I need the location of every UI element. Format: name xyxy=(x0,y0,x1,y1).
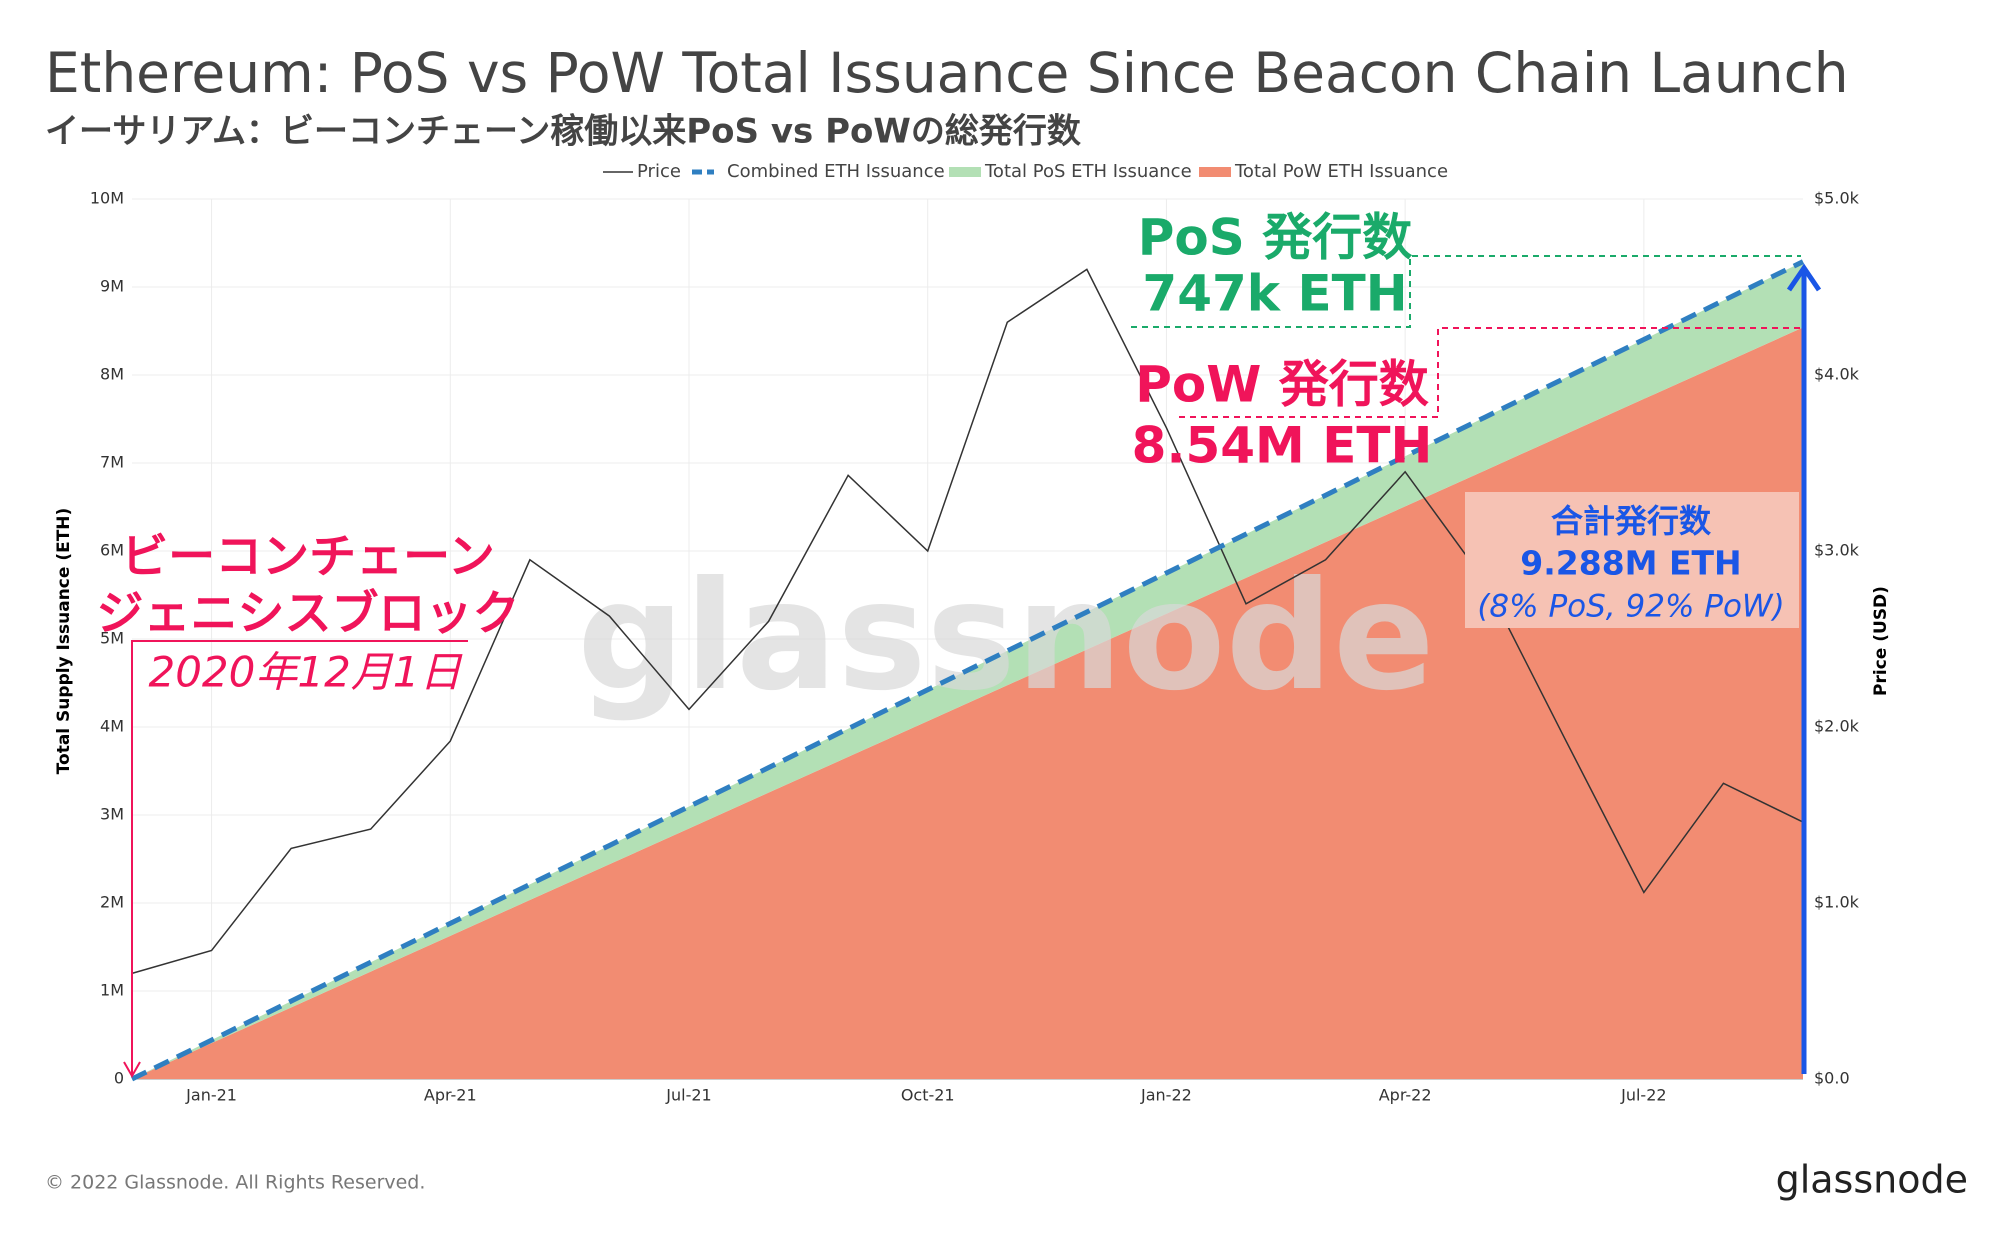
price-line xyxy=(131,268,1804,975)
pos-value: 747k ETH xyxy=(1142,265,1407,323)
x-tick-label: Jan-21 xyxy=(185,1086,237,1105)
y-tick-label: 5M xyxy=(100,629,124,648)
pow-area xyxy=(132,327,1803,1080)
y-tick-label: 8M xyxy=(100,365,124,384)
y2-tick-label: $1.0k xyxy=(1814,893,1860,912)
total-value: 9.288M ETH xyxy=(1520,544,1741,583)
legend-label: Total PoS ETH Issuance xyxy=(984,161,1192,182)
genesis-bracket xyxy=(131,640,468,1074)
y-tick-label: 10M xyxy=(90,189,124,208)
total-arrow-head xyxy=(1786,263,1822,292)
y-tick-label: 4M xyxy=(100,717,124,736)
x-tick-label: Apr-22 xyxy=(1379,1086,1432,1105)
x-tick-label: Jul-22 xyxy=(1620,1086,1666,1105)
x-tick-label: Oct-21 xyxy=(901,1086,955,1105)
watermark: glassnode xyxy=(577,550,1435,724)
genesis-line1: ビーコンチェーン xyxy=(121,530,495,585)
y2-tick-label: $4.0k xyxy=(1814,365,1860,384)
y-tick-label: 2M xyxy=(100,893,124,912)
y2-tick-label: $3.0k xyxy=(1814,541,1860,560)
y2-tick-label: $5.0k xyxy=(1814,189,1860,208)
legend-label: Price xyxy=(637,161,681,182)
pow-guide xyxy=(1179,327,1801,418)
pow-value: 8.54M ETH xyxy=(1132,417,1433,475)
total-box xyxy=(1465,492,1799,628)
footer: © 2022 Glassnode. All Rights Reserved. xyxy=(45,1172,425,1194)
logo: glassnode xyxy=(1776,1158,1968,1202)
x-tick-label: Apr-21 xyxy=(424,1086,477,1105)
genesis-date: 2020年12月1日 xyxy=(148,648,463,697)
pos-title: PoS 発行数 xyxy=(1138,209,1412,267)
total-split: (8% PoS, 92% PoW) xyxy=(1477,589,1784,625)
title: Ethereum: PoS vs PoW Total Issuance Sinc… xyxy=(45,41,1849,105)
x-tick-label: Jan-22 xyxy=(1140,1086,1192,1105)
combined-line xyxy=(130,259,1805,1082)
legend-label: Total PoW ETH Issuance xyxy=(1234,161,1448,182)
total-title: 合計発行数 xyxy=(1551,502,1712,540)
x-tick-label: Jul-21 xyxy=(665,1086,711,1105)
genesis-arrow-head xyxy=(123,1061,141,1079)
y2-axis-title: Price (USD) xyxy=(1871,586,1891,696)
legend-swatch xyxy=(1199,167,1231,177)
genesis-line2: ジェニシスブロック xyxy=(97,587,520,642)
subtitle: イーサリアム：ビーコンチェーン稼働以来PoS vs PoWの総発行数 xyxy=(45,112,1081,152)
y-tick-label: 7M xyxy=(100,453,124,472)
y-tick-label: 0 xyxy=(114,1069,124,1088)
legend-label: Combined ETH Issuance xyxy=(727,161,945,182)
y-tick-label: 9M xyxy=(100,277,124,296)
y2-tick-label: $2.0k xyxy=(1814,717,1860,736)
y-axis-title: Total Supply Issuance (ETH) xyxy=(54,508,74,775)
pow-title: PoW 発行数 xyxy=(1135,356,1429,414)
y-tick-label: 3M xyxy=(100,805,124,824)
y-tick-label: 6M xyxy=(100,541,124,560)
legend-swatch xyxy=(949,167,981,177)
y-tick-label: 1M xyxy=(100,981,124,1000)
y2-tick-label: $0.0 xyxy=(1814,1069,1850,1088)
